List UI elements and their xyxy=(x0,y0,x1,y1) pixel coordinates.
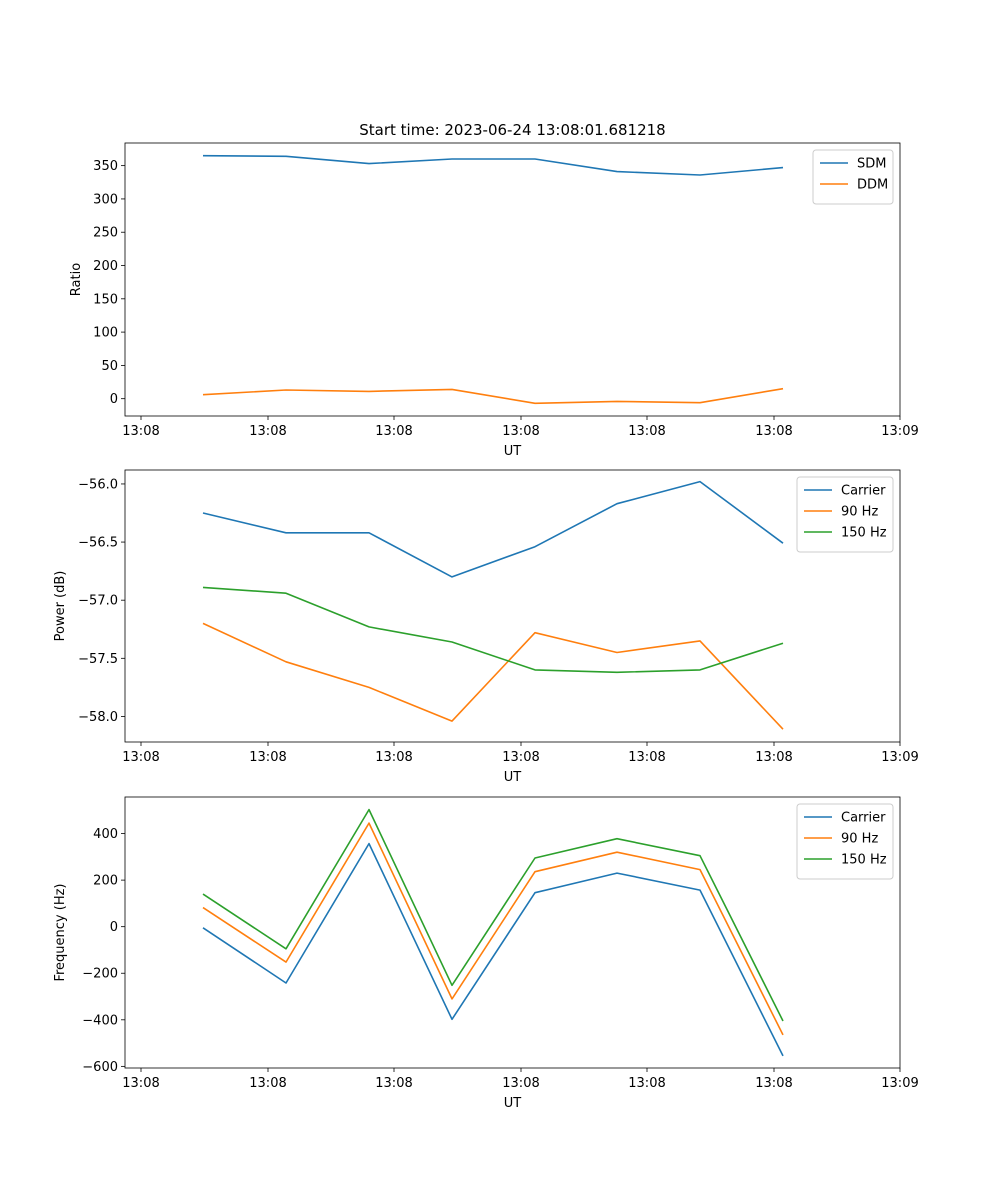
axes-frame xyxy=(124,142,901,417)
y-tick-label: 0 xyxy=(110,920,118,935)
y-tick-label: 100 xyxy=(93,326,118,341)
series-line-ddm xyxy=(202,387,784,405)
x-tick-label: 13:08 xyxy=(375,424,412,439)
y-tick-label: −57.0 xyxy=(78,594,118,609)
legend-box xyxy=(796,803,894,880)
panel-2: 13:08 13:08 13:08 13:08 13:08 13:08 13:09 UT −58… xyxy=(53,469,919,785)
y-tick-label: −56.0 xyxy=(78,477,118,492)
legend-label: DDM xyxy=(857,178,888,193)
panel-1: 13:08 13:08 13:08 13:08 13:08 13:08 13:09 UT 0 50… xyxy=(69,142,919,459)
y-tick-label: 200 xyxy=(93,874,118,889)
y-axis-label: Power (dB) xyxy=(53,571,68,642)
y-tick-label: 0 xyxy=(110,392,118,407)
x-tick-label: 13:08 xyxy=(122,424,159,439)
y-tick-label: −200 xyxy=(82,967,118,982)
series-line-150-hz xyxy=(202,586,784,674)
x-tick-label: 13:08 xyxy=(249,1076,286,1091)
x-tick-label: 13:08 xyxy=(755,1076,792,1091)
legend-label: SDM xyxy=(857,157,886,172)
x-tick-label: 13:08 xyxy=(628,750,665,765)
x-tick-label: 13:08 xyxy=(628,1076,665,1091)
x-tick-label: 13:08 xyxy=(249,750,286,765)
legend-label: 90 Hz xyxy=(841,832,878,847)
series-line-sdm xyxy=(202,154,784,176)
x-tick-label: 13:09 xyxy=(881,424,918,439)
y-tick-label: 250 xyxy=(93,226,118,241)
x-tick-label: 13:08 xyxy=(375,1076,412,1091)
y-tick-label: −600 xyxy=(82,1060,118,1075)
legend-label: Carrier xyxy=(841,811,886,826)
x-axis-label: UT xyxy=(504,770,522,785)
series-line-150-hz xyxy=(202,808,784,1022)
x-tick-label: 13:08 xyxy=(122,750,159,765)
x-tick-label: 13:08 xyxy=(755,424,792,439)
chart-title: Start time: 2023-06-24 13:08:01.681218 xyxy=(359,121,665,139)
legend-label: 150 Hz xyxy=(841,526,887,541)
x-tick-label: 13:08 xyxy=(375,750,412,765)
axes-frame xyxy=(124,796,901,1069)
series-line-carrier xyxy=(202,842,784,1057)
x-tick-label: 13:08 xyxy=(628,424,665,439)
y-axis-label: Ratio xyxy=(69,263,84,296)
y-tick-label: 300 xyxy=(93,192,118,207)
y-tick-label: −400 xyxy=(82,1013,118,1028)
x-tick-label: 13:08 xyxy=(502,750,539,765)
y-tick-label: 350 xyxy=(93,159,118,174)
series-line-carrier xyxy=(202,480,784,578)
x-tick-label: 13:09 xyxy=(881,1076,918,1091)
x-tick-label: 13:08 xyxy=(502,1076,539,1091)
y-tick-label: −58.0 xyxy=(78,710,118,725)
panel-3: 13:08 13:08 13:08 13:08 13:08 13:08 13:09 UT −60… xyxy=(53,796,919,1111)
legend-label: 150 Hz xyxy=(841,853,887,868)
x-axis-label: UT xyxy=(504,1096,522,1111)
y-tick-label: 50 xyxy=(101,359,118,374)
series-line-90-hz xyxy=(202,822,784,1036)
x-tick-label: 13:08 xyxy=(122,1076,159,1091)
axes-frame xyxy=(124,469,901,743)
y-axis-label: Frequency (Hz) xyxy=(53,883,68,981)
y-tick-label: 150 xyxy=(93,292,118,307)
x-tick-label: 13:09 xyxy=(881,750,918,765)
y-tick-label: 400 xyxy=(93,827,118,842)
y-tick-label: −56.5 xyxy=(78,536,118,551)
x-tick-label: 13:08 xyxy=(249,424,286,439)
legend-label: 90 Hz xyxy=(841,505,878,520)
chart-panels: 13:08 13:08 13:08 13:08 13:08 13:08 13:09 UT 0 50… xyxy=(53,142,919,1111)
legend-label: Carrier xyxy=(841,484,886,499)
x-tick-label: 13:08 xyxy=(755,750,792,765)
x-axis-label: UT xyxy=(504,444,522,459)
x-tick-label: 13:08 xyxy=(502,424,539,439)
y-tick-label: 200 xyxy=(93,259,118,274)
series-line-90-hz xyxy=(202,622,784,730)
legend-box xyxy=(796,476,894,553)
y-tick-label: −57.5 xyxy=(78,652,118,667)
